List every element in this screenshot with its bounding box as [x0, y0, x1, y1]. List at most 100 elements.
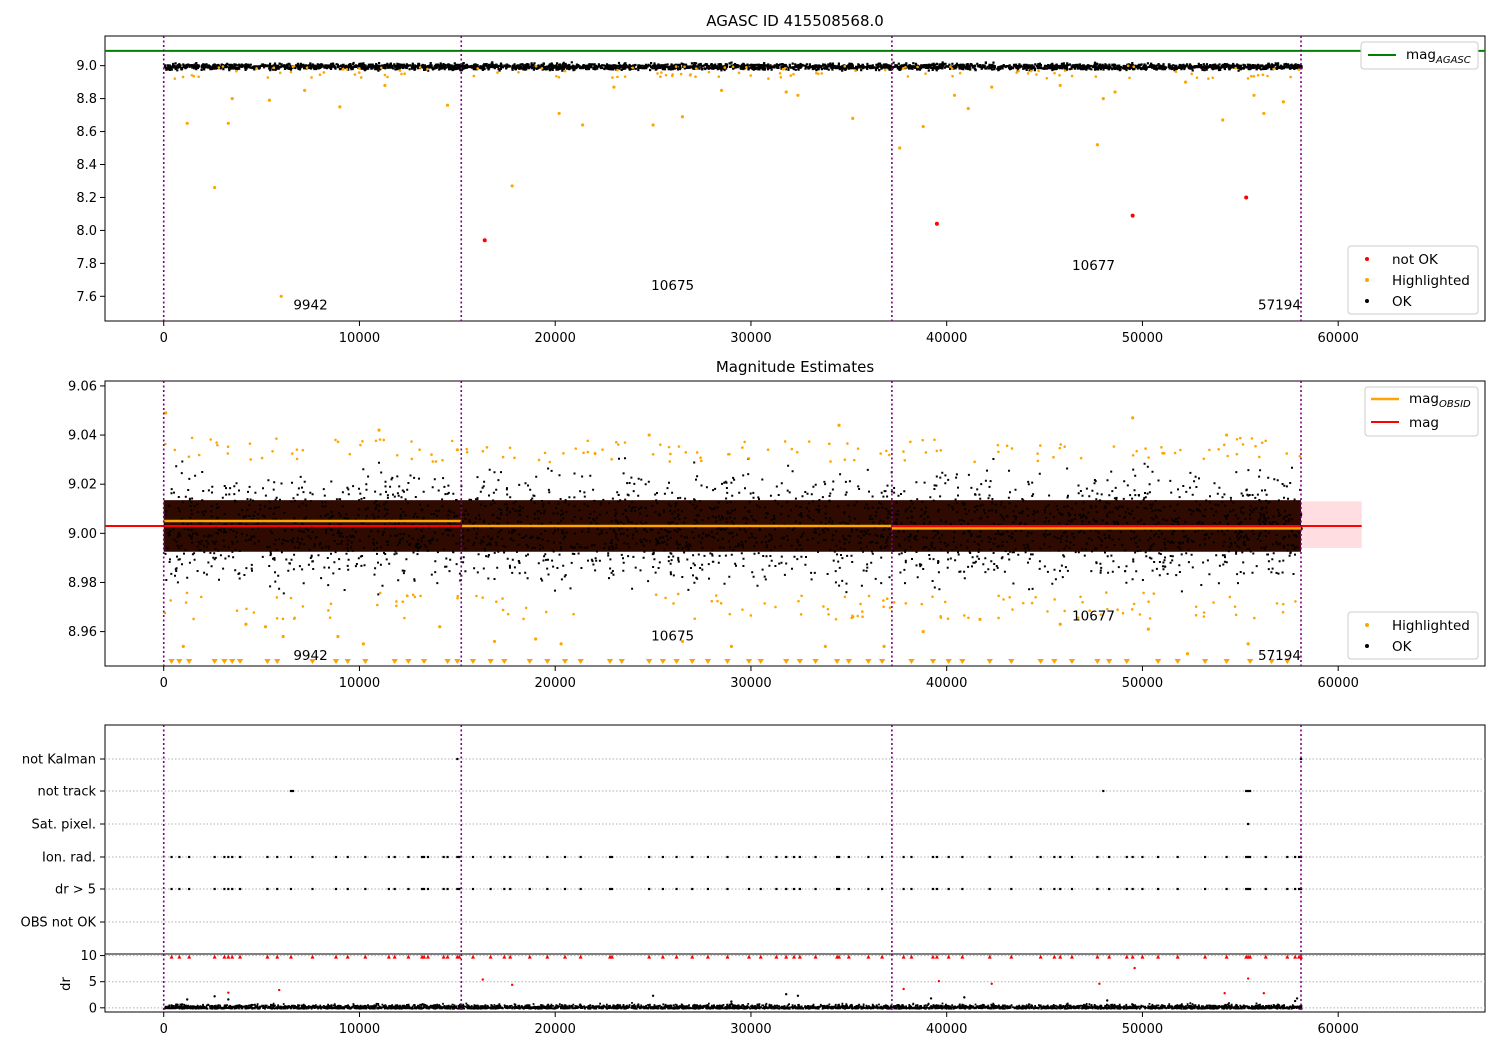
highlighted-point [403, 72, 406, 76]
flag-point [489, 855, 492, 859]
highlighted-point [1036, 452, 1039, 455]
flag-point [456, 887, 459, 891]
highlighted-point [378, 591, 382, 595]
highlighted-point [1058, 83, 1062, 88]
flag-point [706, 887, 709, 891]
highlighted-point [548, 460, 552, 464]
flag-point [881, 855, 884, 859]
highlighted-point [582, 451, 585, 455]
flag-point [238, 887, 242, 891]
highlighted-point [654, 593, 658, 596]
highlighted-point [513, 456, 516, 460]
highlighted-point [669, 452, 672, 456]
highlighted-point [336, 634, 340, 639]
x-tick-label: 60000 [1318, 1022, 1359, 1037]
flag-point [1247, 855, 1250, 859]
highlighted-point [799, 613, 803, 616]
dr-not-ok-point [227, 991, 230, 994]
highlighted-point [1058, 73, 1061, 77]
highlighted-point [660, 71, 663, 74]
x-tick-label: 50000 [1122, 676, 1163, 691]
highlighted-point [935, 449, 939, 453]
dr-clipped-marker [909, 954, 914, 959]
highlighted-point [719, 601, 723, 605]
flag-point [814, 855, 817, 859]
flag-point [289, 887, 293, 891]
highlighted-point [664, 596, 667, 600]
dr-clipped-marker [1263, 954, 1268, 959]
flag-point [289, 855, 293, 859]
highlighted-point [1256, 73, 1260, 77]
highlighted-point [1053, 71, 1056, 75]
highlighted-point [292, 64, 296, 68]
highlighted-point [885, 597, 889, 601]
dr-point [1295, 997, 1299, 1000]
highlighted-point [958, 71, 962, 75]
highlighted-point [651, 453, 655, 456]
flag-row-label: not track [37, 785, 96, 800]
legend-highlighted-marker [1365, 278, 1369, 282]
flag-point [426, 855, 430, 859]
x-tick-label: 40000 [926, 331, 967, 346]
highlighted-point [888, 453, 891, 457]
highlighted-point [400, 72, 403, 76]
highlighted-point [255, 67, 258, 70]
y-tick-label: 7.6 [76, 290, 97, 305]
highlighted-point [1152, 592, 1156, 595]
highlighted-point [338, 105, 342, 109]
highlighted-point [781, 67, 785, 71]
highlighted-point [816, 72, 820, 76]
dr-clipped-marker [725, 954, 730, 959]
highlighted-point [851, 116, 855, 120]
highlighted-point [1162, 452, 1166, 455]
dr-not-ok-point [1262, 991, 1266, 995]
highlighted-point [1142, 591, 1145, 595]
highlighted-point [1226, 454, 1229, 458]
highlighted-point [823, 644, 827, 648]
clipped-marker [444, 659, 451, 664]
clipped-marker [362, 659, 369, 664]
highlighted-point [235, 609, 239, 613]
highlighted-point [169, 599, 172, 602]
clipped-marker [1123, 659, 1130, 664]
highlighted-point [651, 123, 655, 127]
clipped-marker [391, 659, 398, 664]
highlighted-point [699, 459, 703, 463]
highlighted-point [263, 625, 268, 629]
not-ok-point [482, 238, 487, 243]
flag-point [1297, 855, 1301, 859]
obsid-label: 10675 [651, 278, 694, 294]
highlighted-point [1281, 610, 1285, 614]
flag-point [792, 855, 796, 859]
highlighted-point [892, 601, 896, 604]
highlighted-point [465, 450, 469, 454]
flag-point [792, 887, 796, 891]
highlighted-point [743, 440, 746, 444]
flag-point [935, 887, 939, 891]
flag-point [798, 855, 801, 859]
highlighted-point [1079, 456, 1083, 460]
highlighted-point [230, 97, 234, 101]
flag-point [608, 887, 612, 891]
flag-point [726, 887, 729, 891]
clipped-marker [757, 659, 764, 664]
highlighted-point [664, 73, 668, 77]
highlighted-point [1254, 444, 1257, 448]
highlighted-point [534, 64, 538, 68]
highlighted-point [1147, 600, 1150, 603]
highlighted-point [1234, 613, 1238, 617]
dr-clipped-marker [488, 954, 493, 959]
highlighted-point [1264, 439, 1267, 443]
highlighted-point [1011, 608, 1014, 611]
flag-point [785, 887, 788, 891]
highlighted-point [610, 457, 613, 461]
flag-point [1294, 887, 1297, 891]
highlighted-point [950, 67, 954, 70]
highlighted-point [767, 77, 770, 80]
highlighted-point [450, 439, 454, 443]
highlighted-point [843, 458, 847, 462]
flag-point [814, 887, 817, 891]
clipped-marker [673, 659, 680, 664]
highlighted-point [209, 438, 213, 441]
flag-point [847, 855, 850, 859]
